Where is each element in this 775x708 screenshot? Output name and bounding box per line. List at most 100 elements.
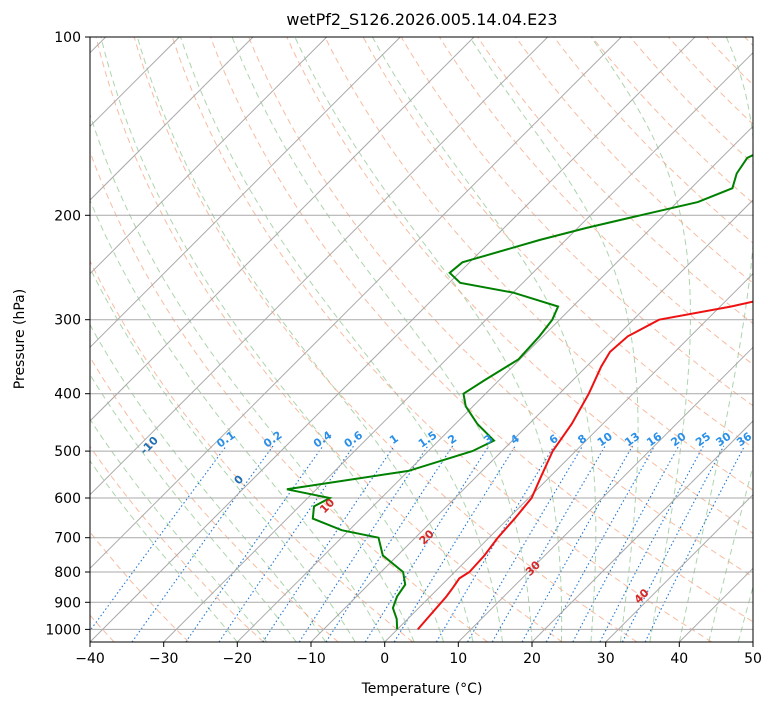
moist-adiabat-line [737, 585, 753, 642]
isotherm-line [752, 641, 753, 642]
isotherm-line [90, 37, 696, 642]
mixing-ratio-line [467, 445, 584, 642]
y-tick-label: 200 [54, 208, 81, 224]
mixing-ratio-label: 36 [734, 430, 754, 450]
moist-adiabat-line [708, 464, 753, 642]
mixing-ratio-line [572, 445, 680, 642]
mixing-ratio-line [218, 445, 355, 642]
moist-adiabat-line [90, 323, 327, 642]
moist-adiabat-line [90, 418, 268, 642]
moist-adiabat-line [90, 113, 415, 642]
isotherm-line [90, 37, 475, 422]
isotherm-line [236, 125, 753, 642]
moist-adiabat-line [90, 460, 238, 642]
sounding-profile-line [417, 300, 753, 631]
mixing-ratio-label: 16 [644, 430, 664, 450]
x-tick-label: 30 [597, 651, 615, 667]
dry-adiabat-line [286, 37, 753, 534]
y-tick-label: 600 [54, 491, 81, 507]
dry-adiabat-line [553, 37, 753, 244]
dry-adiabat-line [668, 37, 753, 125]
isotherm-line [531, 420, 753, 642]
mixing-ratio-line [131, 445, 274, 642]
isotherm-line [163, 51, 753, 642]
dry-adiabat-line [90, 356, 339, 642]
y-tick-label: 900 [54, 595, 81, 611]
mixing-ratio-label: 0.2 [261, 429, 284, 451]
mixing-ratio-label: 0.1 [214, 429, 237, 451]
dry-adiabat-line [133, 37, 638, 642]
dry-adiabat-line [171, 37, 712, 642]
isotherm-line [605, 493, 753, 642]
dry-adiabat-line [90, 150, 488, 642]
moist-adiabat-line [100, 37, 445, 642]
mixing-ratio-line [393, 445, 516, 642]
moist-adiabat-line [136, 37, 474, 642]
y-tick-label: 100 [54, 30, 81, 46]
moist-adiabat-line [678, 37, 753, 642]
x-tick-label: 50 [744, 651, 762, 667]
y-tick-label: 500 [54, 444, 81, 460]
x-tick-label: −20 [223, 651, 253, 667]
dry-adiabat-label: -10 [138, 434, 161, 457]
mixing-ratio-line [545, 445, 656, 642]
moist-adiabat-line [371, 37, 597, 642]
chart-title: wetPf2_S126.2026.005.14.04.E23 [286, 10, 557, 30]
moist-adiabat-line [231, 37, 533, 642]
mixing-ratio-label: 10 [595, 430, 615, 450]
isotherm-line [678, 567, 753, 642]
mixing-ratio-line [325, 445, 454, 642]
moist-adiabat-line [90, 373, 297, 642]
moist-adiabat-line [294, 37, 563, 642]
isotherm-line [90, 37, 401, 349]
x-tick-label: 0 [380, 651, 389, 667]
x-tick-label: −40 [75, 651, 105, 667]
moist-adiabat-line [590, 37, 691, 642]
y-tick-label: 300 [54, 313, 81, 329]
x-tick-label: 10 [449, 651, 467, 667]
isotherm-line [310, 199, 753, 642]
isotherm-line [90, 37, 328, 275]
mixing-ratio-label: 1 [387, 432, 401, 447]
mixing-ratio-line [298, 445, 429, 642]
isotherm-line [90, 37, 254, 201]
x-tick-label: 20 [523, 651, 541, 667]
mixing-ratio-line [90, 445, 227, 632]
mixing-ratio-line [262, 445, 395, 642]
mixing-ratio-label: 30 [714, 430, 734, 450]
isotherm-line [90, 37, 622, 570]
dry-adiabat-line [248, 37, 753, 578]
moist-adiabat-line [90, 266, 356, 642]
isotherm-line [90, 37, 549, 496]
mixing-ratio-line [435, 445, 555, 642]
mixing-ratio-line [185, 445, 324, 642]
y-tick-label: 1000 [45, 622, 81, 638]
dry-adiabat-line [591, 37, 753, 204]
dry-adiabat-line [90, 531, 190, 642]
y-tick-label: 700 [54, 531, 81, 547]
mixing-ratio-label: 4 [508, 432, 522, 447]
y-tick-label: 800 [54, 565, 81, 581]
sounding-profile-line [286, 154, 753, 630]
mixing-ratio-label: 1.5 [416, 429, 439, 451]
dry-adiabat-label: 30 [523, 558, 543, 578]
dry-adiabat-line [210, 37, 753, 623]
mixing-ratio-label: 13 [622, 430, 642, 449]
moist-adiabat-line [180, 37, 503, 642]
dry-adiabat-line [515, 37, 753, 284]
dry-adiabat-label: 20 [417, 527, 437, 547]
mixing-ratio-label: 0.6 [342, 428, 366, 450]
isotherm-line [457, 346, 753, 642]
moist-adiabat-line [469, 37, 639, 642]
plot-frame [89, 36, 754, 643]
x-axis-label: Temperature (°C) [361, 681, 483, 697]
dry-adiabat-line [477, 37, 753, 325]
mixing-ratio-label: 2 [446, 432, 460, 447]
mixing-ratio-label: 6 [547, 432, 561, 447]
x-tick-label: −30 [149, 651, 179, 667]
dry-adiabat-line [324, 37, 753, 491]
mixing-ratio-line [599, 445, 704, 642]
y-tick-label: 400 [54, 387, 81, 403]
mixing-ratio-line [621, 445, 725, 642]
